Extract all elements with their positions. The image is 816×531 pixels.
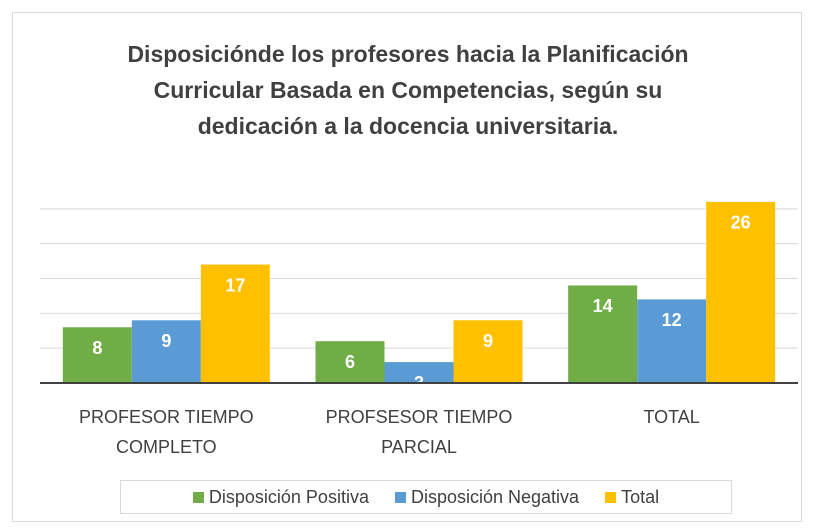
data-label: 9	[161, 331, 171, 351]
data-label: 9	[483, 331, 493, 351]
chart-frame	[12, 12, 802, 522]
legend-label: Disposición Negativa	[410, 486, 580, 507]
legend-label: Total	[621, 486, 660, 507]
data-label: 6	[345, 352, 355, 372]
bar	[637, 299, 707, 383]
data-label: 26	[731, 213, 751, 233]
legend-swatch	[394, 491, 406, 503]
bar	[384, 362, 454, 383]
bar	[315, 341, 385, 383]
data-label: 8	[92, 338, 102, 358]
x-tick-label: PROFSESOR TIEMPO PARCIAL	[325, 407, 513, 457]
data-label: 14	[593, 296, 613, 316]
bar	[131, 320, 201, 383]
chart-title: Disposiciónde los profesores hacia la Pl…	[127, 41, 689, 139]
legend: Disposición Positiva Disposición Negativa…	[120, 480, 732, 514]
legend-item: Disposición Negativa	[394, 486, 580, 508]
bar	[568, 285, 638, 383]
bar	[200, 264, 270, 383]
legend-swatch	[605, 491, 617, 503]
legend-label: Disposición Positiva	[208, 486, 369, 507]
legend-item: Total	[605, 487, 659, 508]
legend-swatch	[192, 491, 204, 503]
x-tick-label: PROFESOR TIEMPO COMPLETO	[78, 407, 254, 457]
legend-item: Disposición Positiva	[192, 486, 369, 508]
x-tick-label: TOTAL	[643, 407, 700, 427]
bar	[62, 327, 132, 383]
bar	[706, 201, 776, 383]
data-label: 17	[225, 275, 245, 295]
data-label: 12	[662, 310, 682, 330]
bar	[453, 320, 523, 383]
